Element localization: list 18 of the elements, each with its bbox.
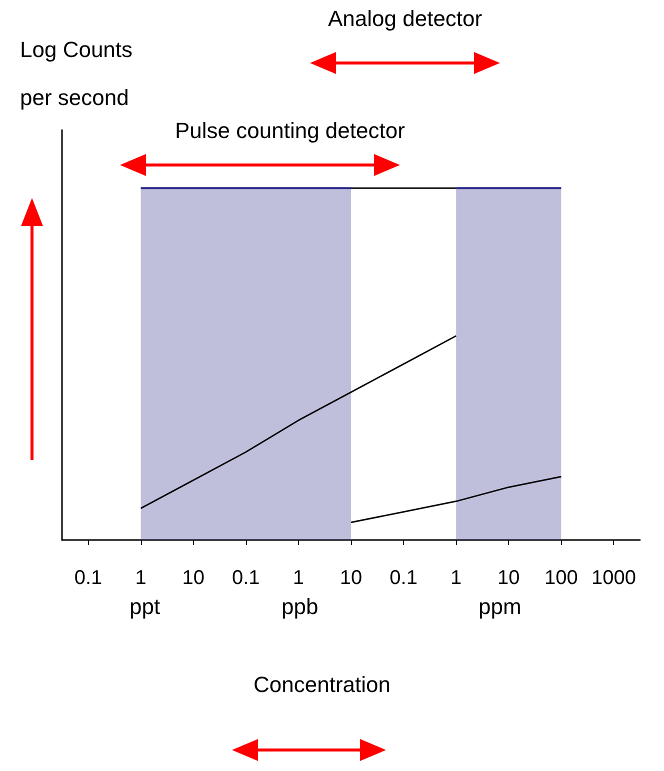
x-tick-label: 1 (135, 567, 146, 589)
x-tick-label: 0.1 (232, 567, 260, 589)
text: ppt (130, 594, 160, 620)
text: ppb (282, 594, 318, 620)
x-tick-label: 1 (450, 567, 462, 589)
x-tick-label: 1000 (591, 567, 636, 589)
text: Analog detector (328, 6, 482, 32)
text: ppm (478, 594, 522, 620)
x-tick-label: 0.1 (390, 567, 418, 589)
text: Pulse counting detector (175, 118, 405, 144)
x-tick-label: 10 (498, 567, 520, 589)
text: Log Counts per second (20, 36, 134, 112)
x-tick-label: 100 (544, 567, 578, 589)
x-tick-label: 0.1 (74, 567, 102, 589)
x-tick-label: 10 (340, 567, 362, 589)
x-tick-label: 1 (292, 567, 304, 589)
x-tick-label: 10 (182, 567, 204, 589)
x-axis-title: Concentration (254, 672, 390, 698)
